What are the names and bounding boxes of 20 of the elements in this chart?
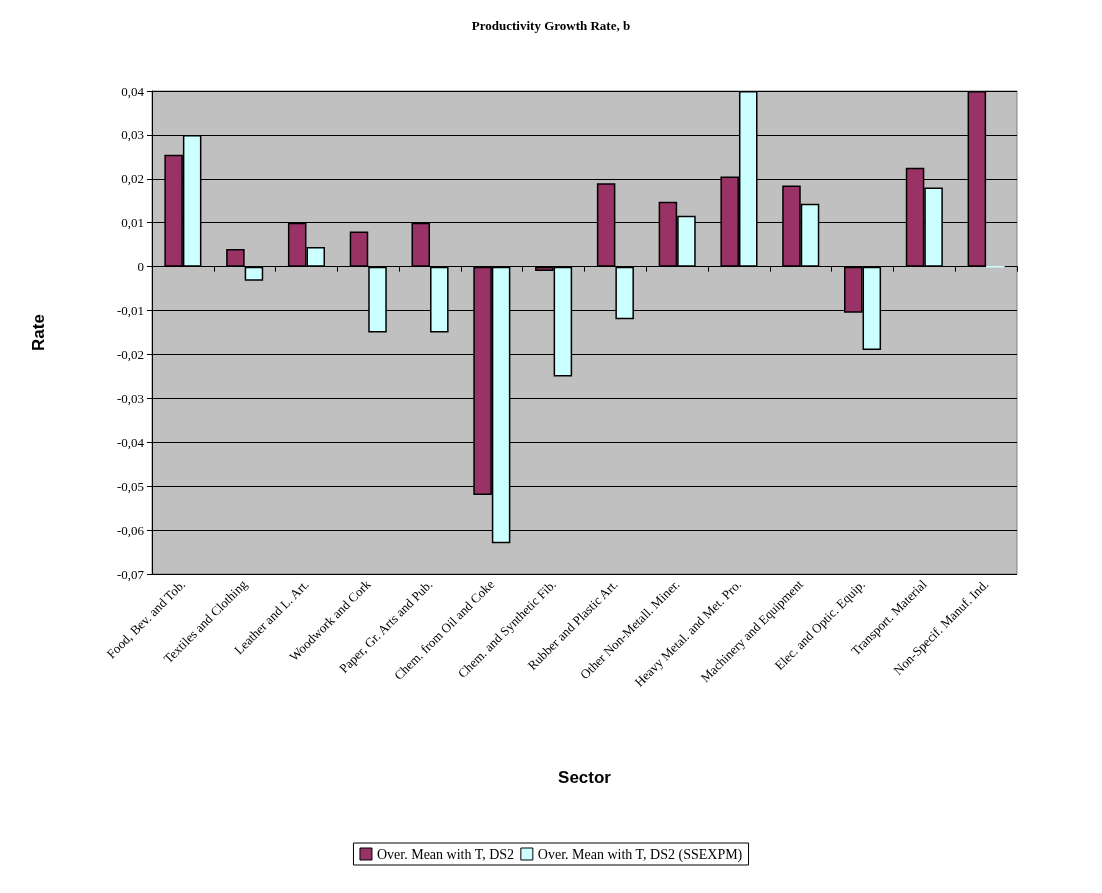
y-tick-label: -0,01 [116, 303, 144, 319]
y-tick-label: 0,02 [121, 171, 144, 187]
x-axis-title: Sector [558, 768, 612, 787]
legend-label: Over. Mean with T, DS2 (SSEXPM) [537, 846, 743, 863]
y-tick-label: -0,05 [116, 478, 144, 494]
y-axis-title: Rate [29, 314, 48, 351]
y-tick-label: -0,07 [116, 566, 145, 582]
legend-label: Over. Mean with T, DS2 [376, 846, 515, 862]
y-tick-label: -0,02 [116, 346, 144, 362]
y-tick-label: -0,03 [116, 390, 144, 406]
y-tick-label: -0,04 [116, 434, 145, 450]
y-tick-label: -0,06 [116, 522, 145, 538]
bar [244, 266, 264, 281]
y-tick-label: 0 [137, 259, 144, 275]
y-tick-label: 0,04 [121, 83, 145, 99]
bar [349, 231, 369, 267]
y-tick-label: 0,01 [121, 215, 144, 231]
chart-title: Productivity Growth Rate, b [471, 18, 631, 33]
y-tick-label: 0,03 [121, 127, 144, 143]
bar [226, 249, 245, 267]
